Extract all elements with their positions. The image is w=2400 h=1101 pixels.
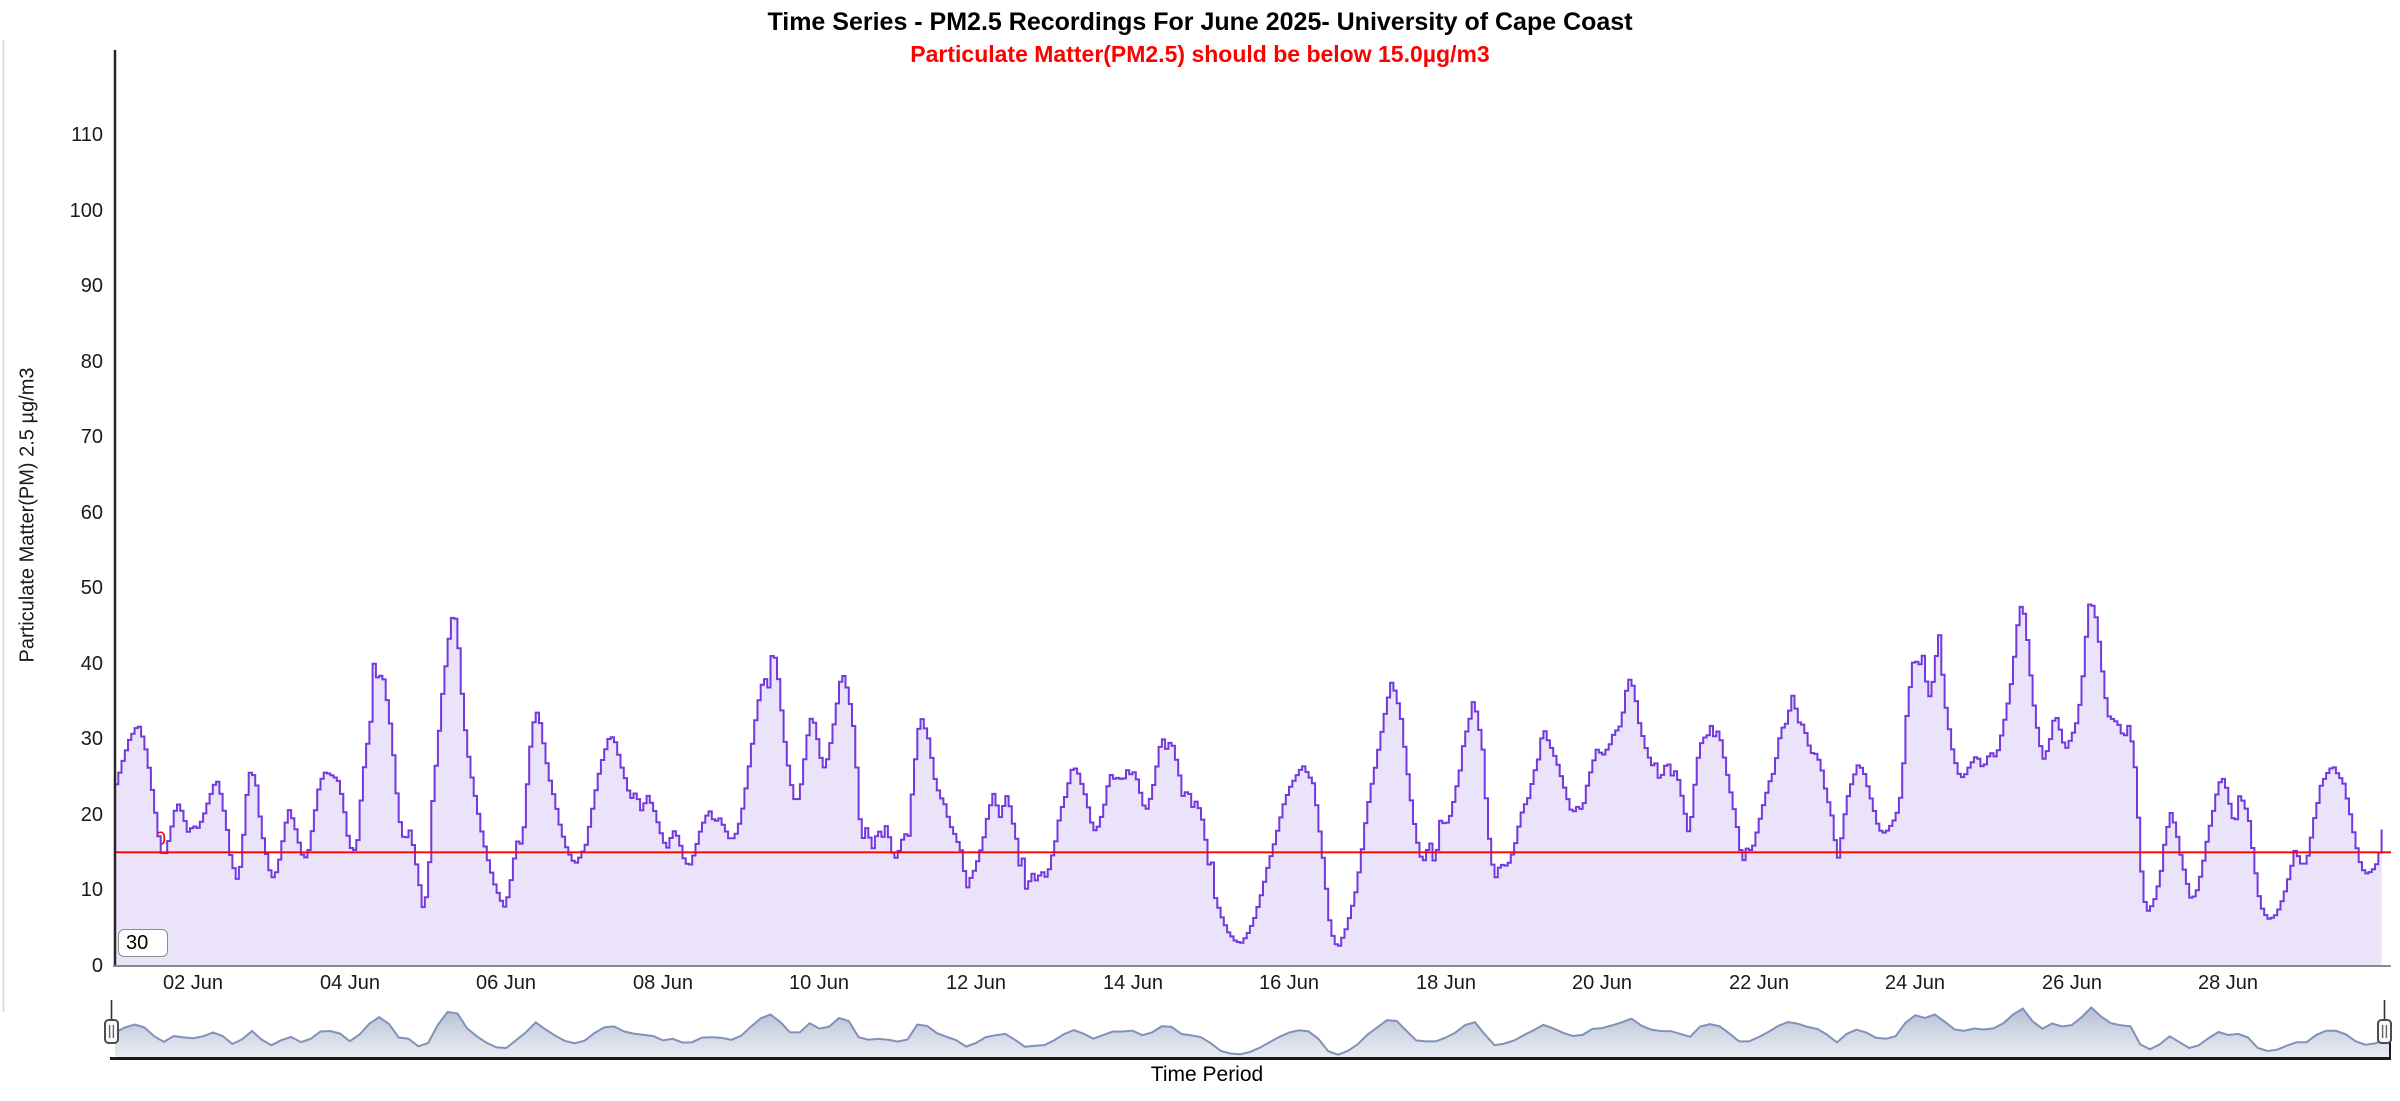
navigator-line [114, 1006, 2390, 1056]
pm25-series-line [115, 603, 2383, 947]
y-tick-label: 60 [80, 502, 103, 524]
x-tick-label: 16 Jun [1258, 972, 1320, 994]
y-tick-label: 50 [80, 577, 103, 599]
x-tick-label: 08 Jun [632, 972, 694, 994]
x-axis-title: Time Period [1150, 1063, 1264, 1086]
x-tick-label: 10 Jun [788, 972, 850, 994]
y-tick-label: 20 [80, 804, 103, 826]
x-tick-label: 18 Jun [1415, 972, 1477, 994]
x-tick-label: 14 Jun [1102, 972, 1164, 994]
x-tick-label: 02 Jun [162, 972, 224, 994]
x-tick-label: 28 Jun [2197, 972, 2259, 994]
x-tick-label: 06 Jun [475, 972, 537, 994]
y-tick-label: 10 [80, 879, 103, 901]
navigator[interactable] [104, 1000, 2392, 1060]
chart-title: Time Series - PM2.5 Recordings For June … [767, 8, 1633, 36]
navigator-right-handle[interactable] [2377, 1000, 2392, 1044]
y-tick-label: 30 [80, 728, 103, 750]
x-tick-label: 26 Jun [2041, 972, 2103, 994]
x-tick-label: 04 Jun [319, 972, 381, 994]
navigator-left-handle[interactable] [104, 1000, 119, 1044]
navigator-area[interactable] [115, 1007, 2389, 1058]
y-tick-label: 40 [80, 653, 103, 675]
x-tick-label: 22 Jun [1728, 972, 1790, 994]
x-tick-label: 24 Jun [1884, 972, 1946, 994]
y-tick-label: 80 [80, 351, 103, 373]
y-tick-label: 110 [71, 124, 103, 146]
y-tick-label: 70 [80, 426, 103, 448]
x-tick-label: 12 Jun [945, 972, 1007, 994]
chart-subtitle: Particulate Matter(PM2.5) should be belo… [910, 41, 1490, 67]
range-count-box[interactable]: 30 [118, 929, 168, 957]
pm25-series-area [115, 604, 2382, 966]
y-tick-label: 90 [80, 275, 103, 297]
y-tick-label: 100 [69, 200, 103, 222]
x-tick-label: 20 Jun [1571, 972, 1633, 994]
y-tick-label: 0 [91, 955, 103, 977]
